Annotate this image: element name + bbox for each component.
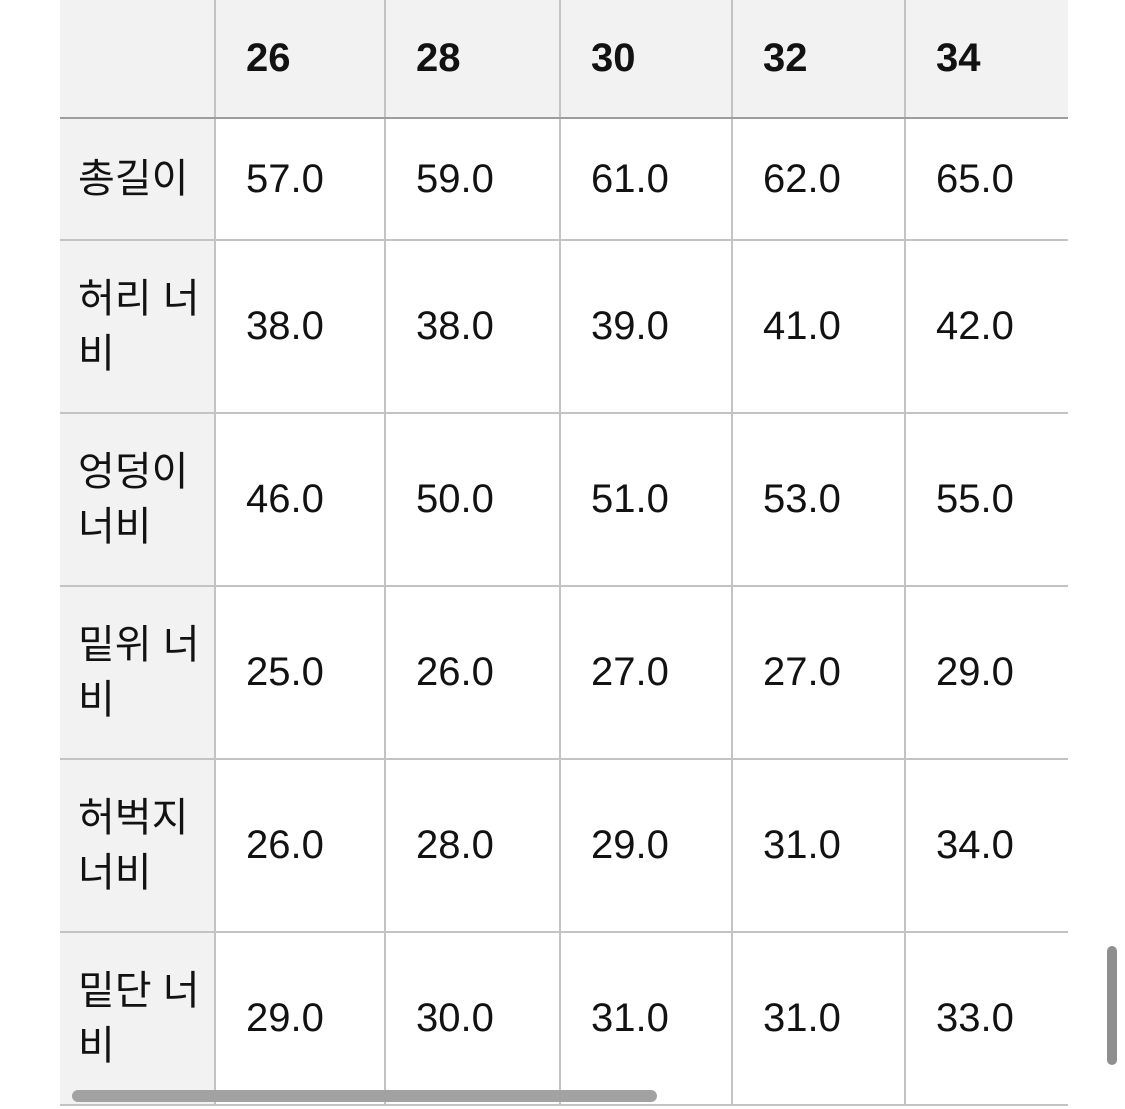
size-column-header: 26	[214, 0, 386, 119]
size-cell: 31.0	[731, 758, 906, 933]
row-label: 허벅지 너비	[60, 758, 216, 933]
size-cell: 46.0	[214, 412, 386, 587]
row-label: 밑단 너비	[60, 931, 216, 1106]
size-cell: 29.0	[904, 585, 1068, 760]
size-cell: 26.0	[214, 758, 386, 933]
size-cell: 25.0	[214, 585, 386, 760]
size-cell: 34.0	[904, 758, 1068, 933]
size-cell: 65.0	[904, 117, 1068, 241]
size-column-header: 34	[904, 0, 1068, 119]
row-label: 총길이	[60, 117, 216, 241]
size-cell: 30.0	[384, 931, 561, 1106]
size-cell: 53.0	[731, 412, 906, 587]
size-header-row: 26 28 30 32 34	[60, 0, 1068, 119]
size-cell: 59.0	[384, 117, 561, 241]
size-cell: 29.0	[214, 931, 386, 1106]
size-cell: 61.0	[559, 117, 733, 241]
table-row: 허벅지 너비 26.0 28.0 29.0 31.0 34.0	[60, 758, 1068, 933]
row-label: 허리 너비	[60, 239, 216, 414]
size-cell: 62.0	[731, 117, 906, 241]
horizontal-scrollbar-thumb[interactable]	[72, 1090, 657, 1102]
table-row: 밑위 너비 25.0 26.0 27.0 27.0 29.0	[60, 585, 1068, 760]
size-cell: 31.0	[559, 931, 733, 1106]
size-cell: 29.0	[559, 758, 733, 933]
table-row: 엉덩이 너비 46.0 50.0 51.0 53.0 55.0	[60, 412, 1068, 587]
size-cell: 38.0	[384, 239, 561, 414]
size-cell: 51.0	[559, 412, 733, 587]
table-row: 총길이 57.0 59.0 61.0 62.0 65.0	[60, 117, 1068, 241]
size-cell: 42.0	[904, 239, 1068, 414]
size-cell: 31.0	[731, 931, 906, 1106]
size-column-header: 30	[559, 0, 733, 119]
size-cell: 57.0	[214, 117, 386, 241]
size-cell: 27.0	[559, 585, 733, 760]
row-label: 밑위 너비	[60, 585, 216, 760]
corner-cell	[60, 0, 216, 119]
size-cell: 50.0	[384, 412, 561, 587]
vertical-scrollbar-thumb[interactable]	[1107, 946, 1117, 1065]
size-cell: 28.0	[384, 758, 561, 933]
size-cell: 55.0	[904, 412, 1068, 587]
size-cell: 26.0	[384, 585, 561, 760]
size-cell: 33.0	[904, 931, 1068, 1106]
size-chart-table: 26 28 30 32 34 총길이 57.0 59.0 61.0 62.0 6…	[60, 0, 1068, 1106]
size-cell: 38.0	[214, 239, 386, 414]
table-row: 밑단 너비 29.0 30.0 31.0 31.0 33.0	[60, 931, 1068, 1106]
row-label: 엉덩이 너비	[60, 412, 216, 587]
size-column-header: 32	[731, 0, 906, 119]
size-cell: 41.0	[731, 239, 906, 414]
table-row: 허리 너비 38.0 38.0 39.0 41.0 42.0	[60, 239, 1068, 414]
size-cell: 39.0	[559, 239, 733, 414]
size-cell: 27.0	[731, 585, 906, 760]
size-column-header: 28	[384, 0, 561, 119]
size-table-scroll-area[interactable]: 26 28 30 32 34 총길이 57.0 59.0 61.0 62.0 6…	[60, 0, 1068, 1107]
